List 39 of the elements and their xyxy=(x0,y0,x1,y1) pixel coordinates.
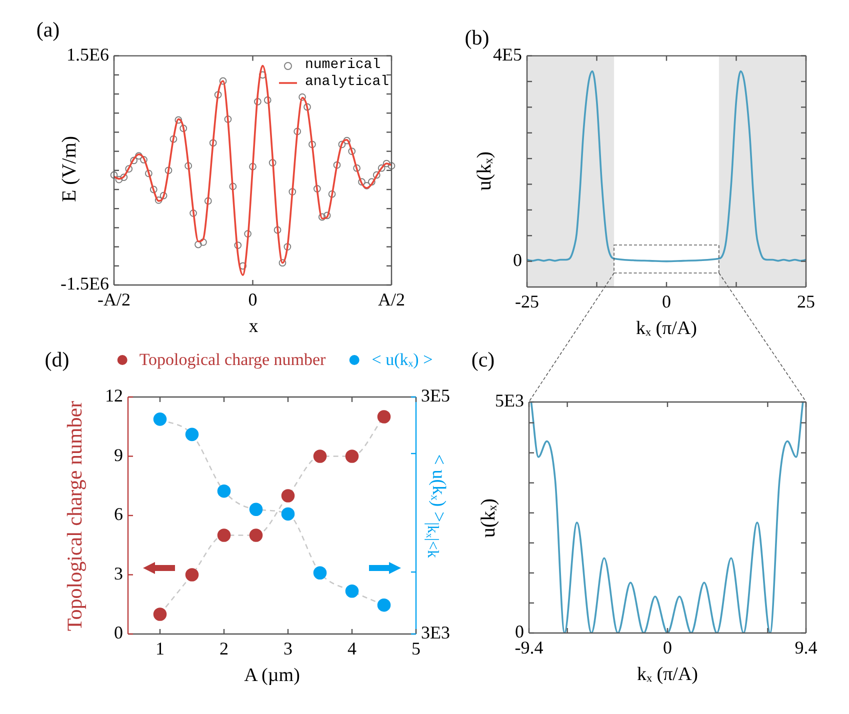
x-axis-title: A (µm) xyxy=(244,665,300,687)
y-axis-title: u(kₓ) xyxy=(474,151,496,191)
x-tick-label: 25 xyxy=(797,292,815,312)
x-tick-label: 5 xyxy=(412,638,420,659)
x-tick-label: A/2 xyxy=(378,290,405,310)
y-tick-label: 12 xyxy=(105,386,123,406)
x-tick-label: 0 xyxy=(662,292,671,312)
y-axis-title: Topological charge number xyxy=(62,400,88,631)
y-tick-label: 9 xyxy=(114,444,123,465)
x-tick-label: 0 xyxy=(248,290,258,310)
y-tick-label: 1.5E6 xyxy=(66,44,109,65)
y-axis-title: u(kₓ) xyxy=(478,498,500,538)
y-tick-label: 0 xyxy=(513,250,522,270)
chart-title: (d) xyxy=(44,348,70,372)
y-tick-label: 4E5 xyxy=(493,44,522,65)
y-tick-label: 5E3 xyxy=(495,390,524,411)
x-axis-title: x xyxy=(248,316,258,338)
y-tick-label: 3 xyxy=(114,563,123,584)
x-tick-label: 1 xyxy=(156,638,164,659)
x-tick-label: 9.4 xyxy=(794,638,818,658)
x-tick-label: 4 xyxy=(348,638,356,659)
legend-label: numerical xyxy=(304,57,381,74)
x-tick-label: 2 xyxy=(220,638,228,659)
y-axis-title: E (V/m) xyxy=(58,136,82,202)
x-axis-title: kₓ (π/A) xyxy=(636,664,698,686)
y2-tick-label: 3E3 xyxy=(421,622,450,643)
legend-label: Topological charge number xyxy=(139,350,326,369)
y-tick-label: 6 xyxy=(114,504,123,524)
x-tick-label: 3 xyxy=(284,638,292,659)
chart-title: (b) xyxy=(464,26,490,50)
legend-label: analytical xyxy=(304,74,389,91)
chart-title: (a) xyxy=(36,18,60,42)
x-axis-title: kₓ (π/A) xyxy=(636,318,698,340)
y2-tick-label: 3E5 xyxy=(421,386,450,406)
legend-label: < u(kₓ) > xyxy=(372,350,433,369)
x-tick-label: 0 xyxy=(663,638,672,658)
y-tick-label: 0 xyxy=(114,622,123,643)
chart-title: (c) xyxy=(471,348,495,372)
x-tick-label: -25 xyxy=(515,292,539,312)
